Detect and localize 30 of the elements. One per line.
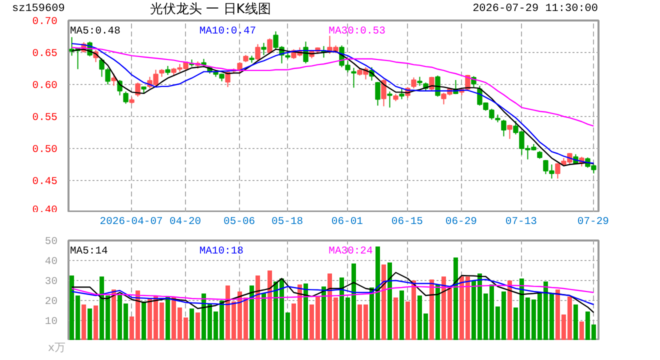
y-tick-label: 0.65 bbox=[32, 48, 58, 60]
y-tick-label: 0.45 bbox=[32, 176, 58, 188]
x-tick-label: 06-01 bbox=[331, 215, 363, 230]
y-axis-title: x万 bbox=[48, 340, 66, 356]
x-tick-label: 05-18 bbox=[272, 215, 304, 230]
text: MA30:0.53 bbox=[328, 26, 386, 38]
y-tick-label: 10 bbox=[44, 316, 58, 328]
x-tick-label: 04-20 bbox=[170, 215, 202, 230]
y-tick-label: 50 bbox=[44, 236, 58, 248]
x-tick-label: 07-29 bbox=[577, 215, 609, 230]
y-tick-label: 30 bbox=[44, 276, 58, 288]
x-tick-label: 05-06 bbox=[224, 215, 256, 230]
chart-subtitle: sz159609 bbox=[12, 2, 65, 17]
text: 2026-07-29 11:30:00 bbox=[472, 2, 598, 17]
series-label: MA5:0.48 bbox=[70, 26, 120, 38]
y-tick-label: 0.60 bbox=[32, 80, 58, 92]
text: MA10:18 bbox=[199, 246, 244, 258]
y-tick-label: 0.50 bbox=[32, 144, 58, 156]
y-tick-label: 20 bbox=[44, 296, 58, 308]
y-tick-label: 40 bbox=[44, 256, 58, 268]
x-tick-label: 06-15 bbox=[391, 215, 423, 230]
x-tick-label: 2026-04-07 bbox=[100, 215, 163, 230]
x-tick-label: 07-13 bbox=[505, 215, 537, 230]
text: MA30:24 bbox=[328, 246, 373, 258]
chart-title: 光伏龙头 一 日K线图 bbox=[150, 1, 271, 19]
text: MA10:0.47 bbox=[199, 26, 256, 38]
text: MA5:14 bbox=[70, 246, 108, 258]
y-tick-label: 0.70 bbox=[32, 16, 58, 28]
y-tick-label: 0.55 bbox=[32, 112, 58, 124]
x-tick-label: 06-29 bbox=[445, 215, 477, 230]
